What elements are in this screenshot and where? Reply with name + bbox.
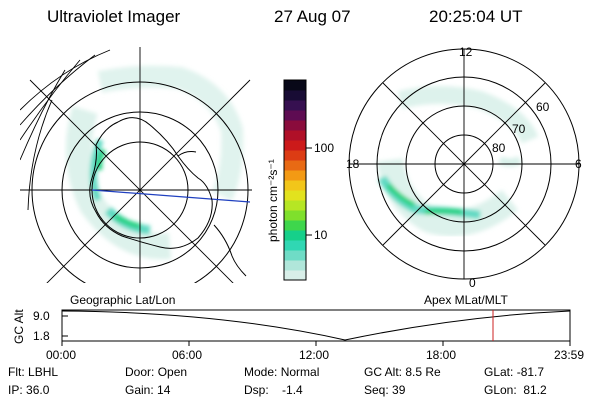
colorbar-band: [284, 110, 306, 121]
altitude-ytick-low: 1.8: [33, 329, 50, 343]
colorbar-band: [284, 170, 306, 181]
altitude-ytick-high: 9.0: [33, 309, 50, 323]
info-gcalt: GC Alt: 8.5 Re: [364, 365, 441, 379]
info-flt: Flt: LBHL: [8, 365, 59, 379]
info-glat: GLat: -81.7: [484, 365, 545, 379]
colorbar-band: [284, 210, 306, 221]
altitude-xtick-0: 00:00: [46, 348, 77, 362]
colorbar-band: [284, 220, 306, 231]
lat-label-80: 80: [492, 141, 506, 155]
info-glon: GLon: 81.2: [484, 383, 547, 397]
colorbar-band: [284, 140, 306, 151]
colorbar-band: [284, 90, 306, 101]
info-door: Door: Open: [125, 365, 188, 379]
date-label: 27 Aug 07: [274, 7, 351, 26]
altitude-plot: [61, 309, 571, 346]
colorbar-tick-10: 10: [314, 228, 328, 242]
colorbar-band: [284, 180, 306, 191]
colorbar-band: [284, 260, 306, 271]
info-mode: Mode: Normal: [244, 365, 320, 379]
geographic-map: [20, 47, 252, 283]
info-ip: IP: 36.0: [8, 383, 50, 397]
colorbar-band: [284, 150, 306, 161]
colorbar-unit-label: photon cm⁻²s⁻¹: [266, 159, 280, 242]
altitude-ylabel: GC Alt: [12, 309, 26, 344]
colorbar: [284, 80, 306, 281]
mlt-label-left: 18: [346, 157, 360, 171]
colorbar-band: [284, 230, 306, 241]
instrument-title: Ultraviolet Imager: [47, 7, 181, 26]
colorbar-band: [284, 190, 306, 201]
colorbar-band: [284, 80, 306, 91]
colorbar-band: [284, 200, 306, 211]
colorbar-band: [284, 100, 306, 111]
info-seq: Seq: 39: [364, 383, 406, 397]
lat-label-60: 60: [536, 100, 550, 114]
colorbar-band: [284, 250, 306, 261]
altitude-xtick-4: 23:59: [554, 348, 585, 362]
antarctica-outline: [89, 117, 213, 249]
mlt-label-right: 6: [575, 157, 582, 171]
altitude-xtick-1: 06:00: [172, 348, 203, 362]
mlt-map: [348, 48, 580, 280]
colorbar-band: [284, 270, 306, 281]
colorbar-band: [284, 120, 306, 131]
altitude-xtick-2: 12:00: [299, 348, 330, 362]
info-dsp: Dsp: -1.4: [244, 383, 303, 397]
mlt-label-bottom: 0: [469, 276, 476, 290]
colorbar-band: [284, 240, 306, 251]
lat-label-70: 70: [512, 122, 526, 136]
aurora-right: [377, 86, 539, 237]
mlt-label-top: 12: [459, 45, 473, 59]
apex-caption: Apex MLat/MLT: [424, 293, 508, 307]
colorbar-band: [284, 160, 306, 171]
geographic-caption: Geographic Lat/Lon: [70, 293, 176, 307]
colorbar-tick-100: 100: [314, 141, 335, 155]
altitude-xtick-3: 18:00: [426, 348, 457, 362]
time-label: 20:25:04 UT: [429, 7, 523, 26]
info-gain: Gain: 14: [125, 383, 171, 397]
colorbar-band: [284, 130, 306, 141]
